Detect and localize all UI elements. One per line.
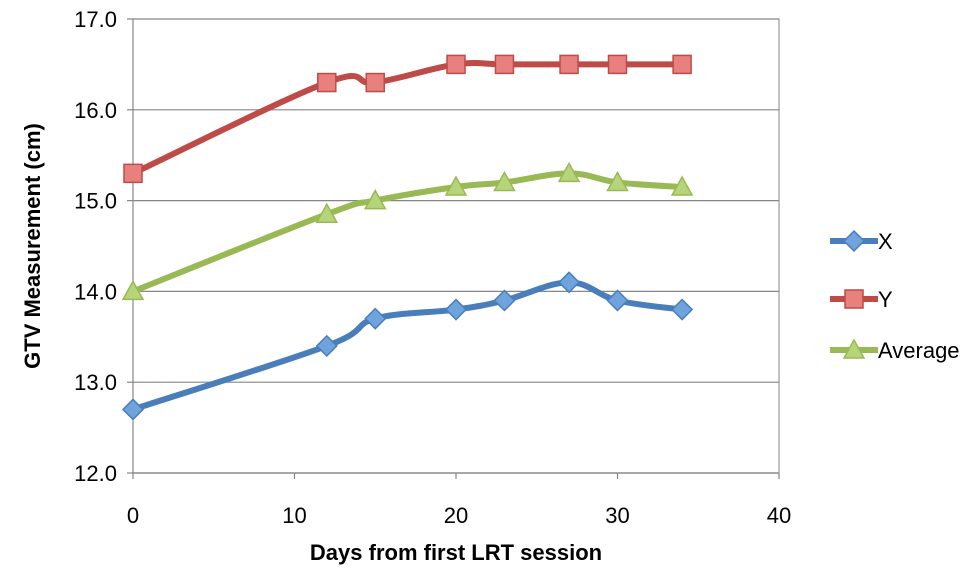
x-tick-label: 10 bbox=[282, 503, 306, 528]
y-tick-label: 13.0 bbox=[74, 370, 117, 395]
data-point-y bbox=[446, 54, 466, 75]
data-point-average bbox=[606, 170, 629, 192]
y-tick-label: 16.0 bbox=[74, 98, 117, 123]
y-tick-label: 14.0 bbox=[74, 279, 117, 304]
series-y bbox=[123, 54, 692, 184]
data-point-x bbox=[121, 398, 145, 421]
legend-item-average: Average bbox=[830, 338, 960, 363]
data-point-average bbox=[557, 161, 581, 183]
legend-label-y: Y bbox=[878, 287, 893, 312]
legend-item-y: Y bbox=[830, 287, 893, 312]
data-point-y bbox=[672, 54, 692, 75]
x-tick-label: 0 bbox=[127, 503, 139, 528]
legend: X Y Average bbox=[830, 229, 960, 363]
legend-label-x: X bbox=[878, 229, 893, 254]
x-tick-label: 20 bbox=[444, 503, 468, 528]
data-point-x bbox=[315, 334, 338, 357]
data-point-y bbox=[607, 54, 628, 75]
legend-label-average: Average bbox=[878, 338, 960, 363]
data-point-y bbox=[559, 54, 579, 75]
legend-item-x: X bbox=[830, 229, 893, 254]
data-point-average bbox=[363, 189, 387, 210]
data-point-y bbox=[123, 163, 143, 184]
data-point-x bbox=[671, 298, 694, 321]
y-tick-label: 15.0 bbox=[74, 189, 117, 214]
y-tick-labels: 12.0 13.0 14.0 15.0 16.0 17.0 bbox=[74, 7, 117, 486]
data-point-x bbox=[444, 298, 468, 321]
series-group bbox=[121, 54, 694, 421]
data-point-x bbox=[606, 289, 629, 312]
legend-marker-x bbox=[842, 229, 866, 253]
series-x bbox=[121, 271, 694, 421]
data-point-x bbox=[364, 307, 387, 330]
data-point-average bbox=[670, 175, 694, 196]
legend-marker-y bbox=[844, 289, 864, 309]
x-axis-title: Days from first LRT session bbox=[310, 540, 602, 565]
x-tick-label: 40 bbox=[767, 503, 791, 528]
data-point-average bbox=[315, 202, 339, 223]
legend-marker-average bbox=[842, 338, 866, 359]
x-tick-labels: 0 10 20 30 40 bbox=[127, 503, 791, 528]
data-point-y bbox=[365, 72, 385, 93]
plot-area bbox=[132, 18, 780, 474]
y-tick-label: 12.0 bbox=[74, 461, 117, 486]
series-average bbox=[121, 161, 694, 301]
data-point-y bbox=[317, 72, 337, 93]
data-point-x bbox=[557, 271, 581, 294]
axes bbox=[127, 18, 780, 479]
y-tick-label: 17.0 bbox=[74, 7, 117, 32]
data-point-x bbox=[493, 289, 516, 312]
y-axis-title: GTV Measurement (cm) bbox=[20, 123, 45, 369]
data-point-average bbox=[444, 175, 468, 196]
data-point-y bbox=[494, 54, 515, 75]
data-point-average bbox=[493, 170, 516, 192]
data-point-average bbox=[121, 279, 145, 301]
x-tick-label: 30 bbox=[605, 503, 629, 528]
